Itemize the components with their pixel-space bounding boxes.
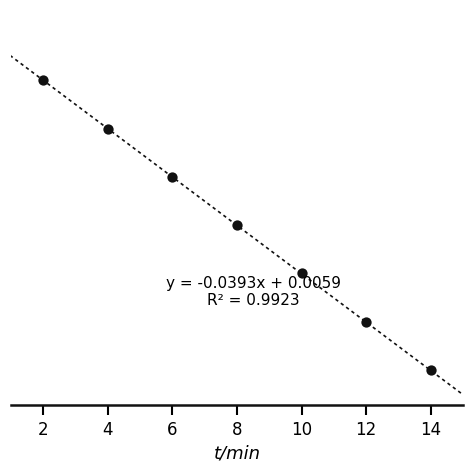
Point — [427, 366, 434, 374]
Text: y = -0.0393x + 0.0059
R² = 0.9923: y = -0.0393x + 0.0059 R² = 0.9923 — [165, 275, 341, 308]
Point — [104, 125, 112, 132]
Point — [362, 318, 370, 325]
Point — [40, 77, 47, 84]
X-axis label: t/min: t/min — [213, 445, 261, 463]
Point — [298, 270, 305, 277]
Point — [233, 221, 241, 229]
Point — [169, 173, 176, 181]
